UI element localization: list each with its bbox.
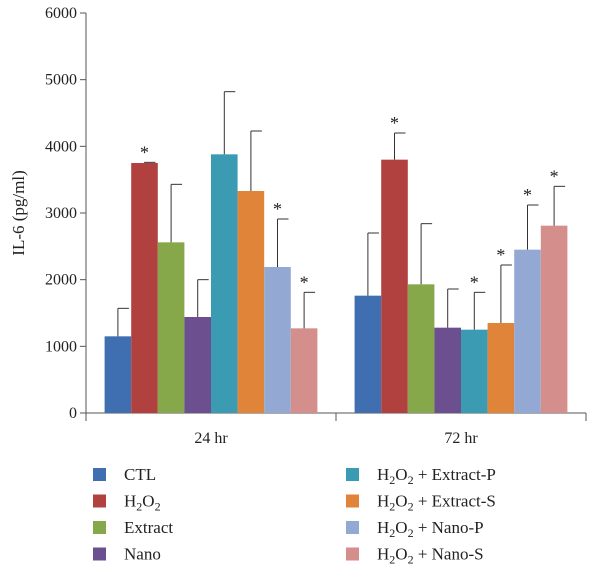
bar: [487, 323, 515, 413]
legend-swatch: [93, 468, 106, 481]
bar: [514, 249, 541, 413]
legend-label: H2O2 + Extract-S: [377, 492, 496, 514]
y-tick-label: 5000: [45, 72, 77, 89]
legend-swatch: [93, 521, 106, 534]
legend-swatch: [93, 547, 106, 561]
x-tick-label: 72 hr: [444, 430, 478, 447]
y-tick-label: 3000: [45, 205, 77, 222]
bar: [104, 336, 132, 413]
significance-marker: *: [550, 166, 559, 186]
y-tick-label: 6000: [45, 5, 77, 22]
bar: [434, 327, 461, 413]
bar: [264, 267, 291, 413]
legend-label: H2O2: [124, 492, 161, 514]
bar: [237, 191, 265, 413]
legend-swatch: [346, 494, 359, 508]
significance-marker: *: [390, 113, 399, 133]
legend: CTL H2O2 Extract Nano H2O2 + Extract-P H2O2 +…: [93, 465, 496, 567]
y-tick-label: 2000: [45, 272, 77, 289]
significance-marker: *: [273, 199, 282, 219]
bar: [540, 225, 568, 413]
legend-label: H2O2 + Nano-S: [377, 545, 484, 567]
axes: 0 1000 2000 3000 4000 5000 6000 IL-6 (pg/ml): [9, 5, 587, 422]
legend-swatch: [346, 547, 359, 561]
y-tick-label: 1000: [45, 338, 77, 355]
legend-label: H2O2 + Nano-P: [377, 518, 484, 540]
labels: 24 hr 72 hr * * * * * * * *: [140, 113, 559, 447]
legend-label: Extract: [124, 518, 173, 537]
bar: [290, 328, 318, 413]
bar: [157, 242, 185, 413]
legend-swatch: [346, 468, 359, 481]
significance-marker: *: [470, 272, 479, 292]
y-tick-label: 4000: [45, 138, 77, 155]
x-tick-label: 24 hr: [194, 430, 228, 447]
bar: [381, 159, 408, 413]
bar: [461, 329, 488, 413]
significance-marker: *: [300, 272, 309, 292]
legend-label: Nano: [124, 545, 161, 564]
bar: [184, 317, 211, 413]
significance-marker: *: [496, 245, 505, 265]
y-tick-label: 0: [69, 405, 77, 422]
bar: [407, 284, 435, 413]
legend-label: CTL: [124, 465, 156, 484]
legend-label: H2O2 + Extract-P: [377, 465, 496, 487]
bar: [211, 154, 238, 414]
legend-swatch: [346, 521, 359, 534]
significance-marker: *: [523, 185, 532, 205]
bar: [131, 163, 158, 413]
significance-marker: *: [140, 142, 149, 162]
bar: [354, 295, 382, 413]
bars: [104, 91, 568, 414]
legend-swatch: [93, 494, 106, 508]
y-axis-title: IL-6 (pg/ml): [9, 170, 28, 255]
